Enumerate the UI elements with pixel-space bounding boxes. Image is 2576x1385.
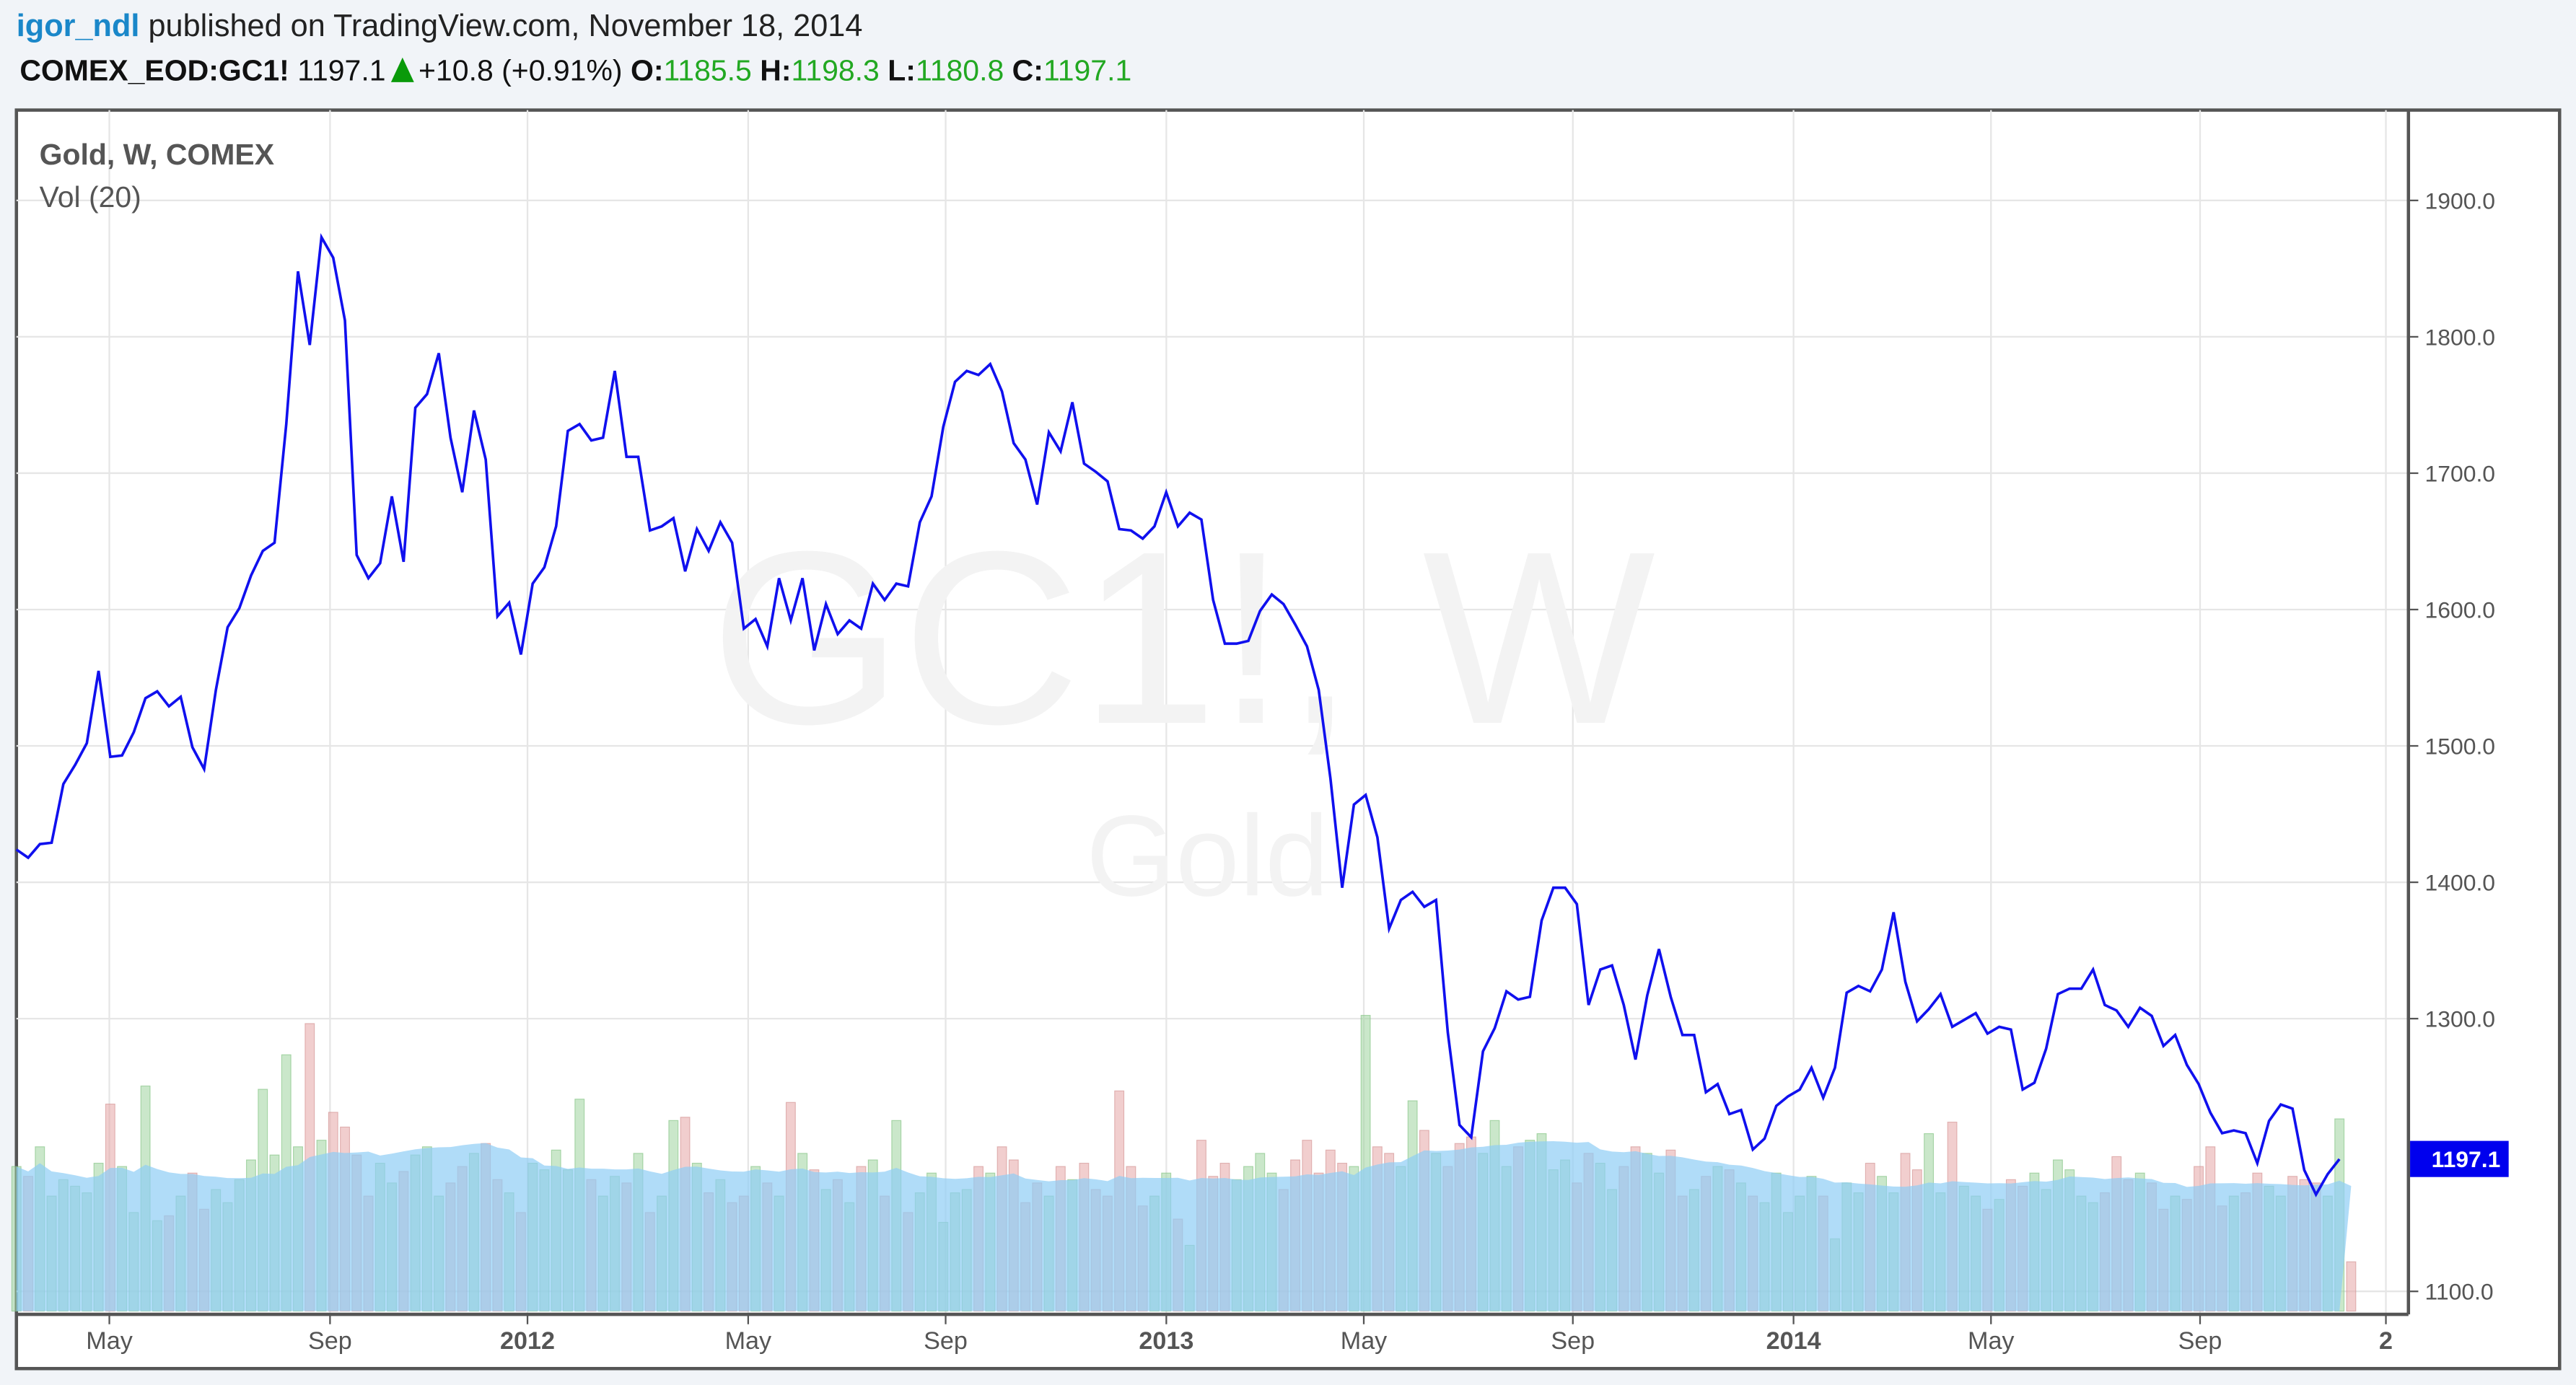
low-label: L: [888,54,916,87]
y-tick-label: 1600.0 [2425,597,2495,623]
open-value: 1185.5 [663,54,752,87]
y-tick-label: 1400.0 [2425,869,2495,895]
x-tick-label: 2 [2379,1327,2393,1355]
price-change: +10.8 (+0.91%) [419,54,623,87]
watermark: GC1!, W [711,501,1657,775]
publish-info: igor_ndl published on TradingView.com, N… [17,10,863,46]
low-value: 1180.8 [915,54,1004,87]
y-tick-label: 1300.0 [2425,1006,2495,1032]
author-link[interactable]: igor_ndl [16,9,140,45]
x-tick-label: Sep [924,1327,968,1355]
close-label: C: [1012,54,1043,87]
high-value: 1198.3 [791,54,880,87]
x-tick-label: Sep [308,1327,352,1355]
y-tick-label: 1900.0 [2425,188,2495,214]
volume-bar [2346,1261,2357,1312]
x-tick-label: Sep [2178,1327,2222,1355]
symbol: COMEX_EOD:GC1! [19,54,289,87]
last-price-tag: 1197.1 [2410,1140,2509,1177]
y-tick-label: 1700.0 [2425,460,2495,486]
y-axis[interactable]: 1900.0 1800.0 1700.0 1600.0 1500.0 1400.0 1300… [2408,188,2495,1305]
x-tick-label: 2014 [1766,1327,1821,1355]
x-tick-label: May [1341,1327,1387,1355]
x-tick-label: May [1968,1327,2014,1355]
up-triangle-icon [390,57,414,82]
x-tick-label: May [86,1327,132,1355]
x-axis[interactable]: May Sep 2012 May Sep 2013 May Sep 2014 May Sep 2 [86,1314,2393,1355]
chart-title: Gold, W, COMEX [40,138,274,171]
x-tick-label: Sep [1551,1327,1595,1355]
last-price: 1197.1 [297,54,386,87]
last-price-label: 1197.1 [2432,1146,2501,1172]
x-tick-label: May [725,1327,771,1355]
price-line [15,233,2341,1197]
volume-indicator-label[interactable]: Vol (20) [40,180,141,214]
volume-ma-area [16,1141,2352,1311]
close-value: 1197.1 [1043,54,1132,87]
y-tick-label: 1500.0 [2425,733,2495,759]
quote-line: COMEX_EOD:GC1! 1197.1 +10.8 (+0.91%) O:11… [19,54,1131,89]
y-tick-label: 1800.0 [2425,324,2495,350]
high-label: H: [760,54,792,87]
publish-text: published on TradingView.com, November 1… [148,9,863,45]
y-tick-label: 1100.0 [2425,1279,2494,1305]
last-price-box [2410,1140,2509,1177]
x-tick-label: 2013 [1139,1327,1193,1355]
open-label: O: [631,54,664,87]
x-tick-label: 2012 [500,1327,555,1355]
watermark-sub: Gold [1086,791,1329,920]
